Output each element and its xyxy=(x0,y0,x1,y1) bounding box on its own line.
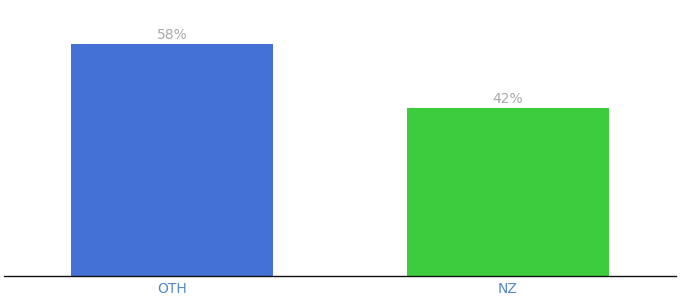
Bar xyxy=(71,44,273,276)
Text: 58%: 58% xyxy=(156,28,188,42)
Bar xyxy=(407,108,609,276)
Text: 42%: 42% xyxy=(492,92,523,106)
